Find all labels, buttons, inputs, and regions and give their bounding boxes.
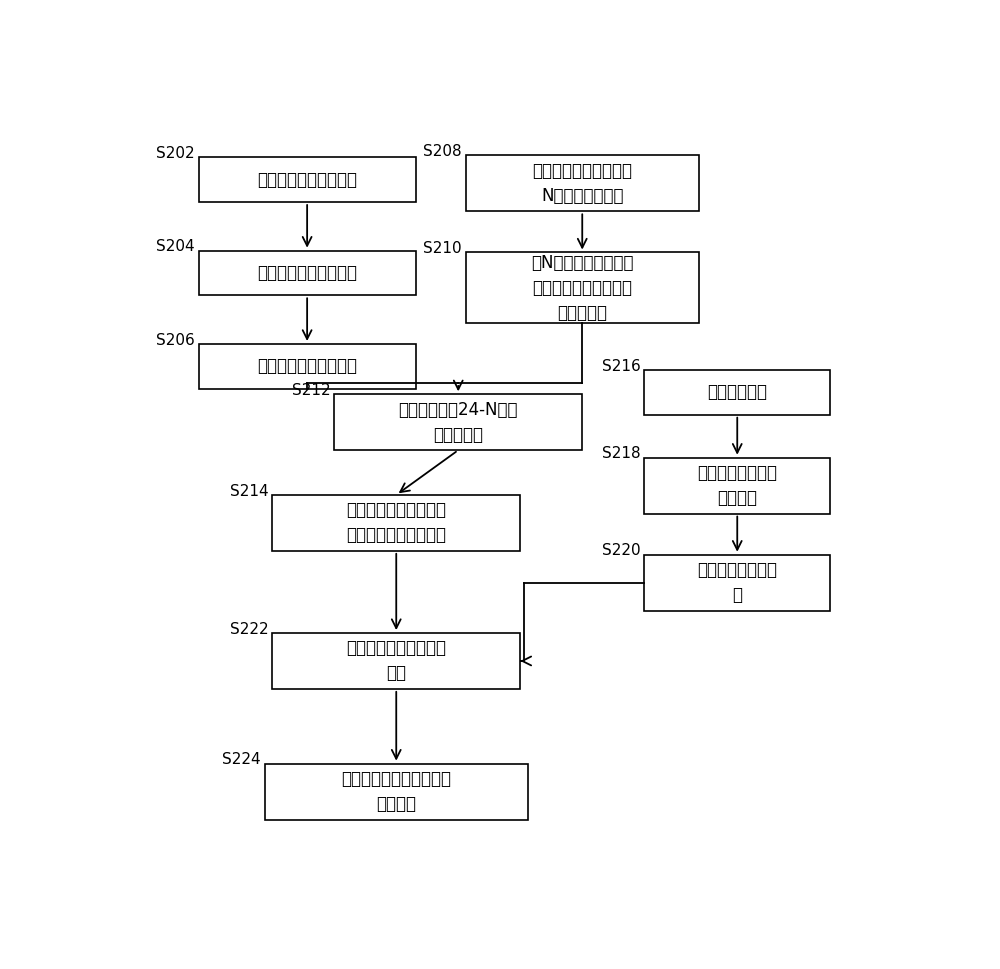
Bar — [272, 495, 520, 551]
Bar — [199, 344, 416, 389]
Text: S222: S222 — [230, 622, 268, 637]
Bar — [264, 764, 528, 820]
Bar — [334, 394, 582, 451]
Text: S216: S216 — [602, 359, 640, 374]
Text: 获取更新后的24-N小时
的温度曲线: 获取更新后的24-N小时 的温度曲线 — [398, 401, 518, 444]
Text: 获取修正时间温度曲线: 获取修正时间温度曲线 — [257, 358, 357, 375]
Text: 计算昨天单个房间
的热负荷: 计算昨天单个房间 的热负荷 — [697, 464, 777, 507]
Text: 获取今天当前时刻之前
N小时的实际温度: 获取今天当前时刻之前 N小时的实际温度 — [532, 162, 632, 204]
Text: 计算目标供水流量和目标
供水温度: 计算目标供水流量和目标 供水温度 — [341, 770, 451, 813]
Text: S212: S212 — [292, 383, 330, 398]
Text: S204: S204 — [156, 239, 195, 254]
Bar — [644, 457, 830, 514]
Text: 计算单个房间的目标热
负荷: 计算单个房间的目标热 负荷 — [346, 640, 446, 682]
Text: S206: S206 — [156, 332, 195, 348]
Text: S218: S218 — [602, 447, 640, 461]
Text: 绘制预测室外温度曲线: 绘制预测室外温度曲线 — [257, 264, 357, 282]
Text: 前N个小时在修正时间
温度曲线上的值与实际
温度的差值: 前N个小时在修正时间 温度曲线上的值与实际 温度的差值 — [531, 254, 634, 322]
Text: S208: S208 — [423, 144, 462, 159]
Text: 获取供暖参数: 获取供暖参数 — [707, 384, 767, 401]
Text: 采集昨天的外温度参数: 采集昨天的外温度参数 — [257, 171, 357, 189]
Bar — [272, 633, 520, 689]
Bar — [466, 253, 698, 324]
Text: S220: S220 — [602, 544, 640, 558]
Text: S224: S224 — [222, 752, 260, 767]
Bar — [199, 251, 416, 296]
Bar — [466, 155, 698, 211]
Bar — [644, 554, 830, 610]
Text: 计算昨天的漏热系
数: 计算昨天的漏热系 数 — [697, 561, 777, 604]
Text: S214: S214 — [230, 484, 268, 499]
Text: 获取更新后的室内温度
和用户设定的室内温度: 获取更新后的室内温度 和用户设定的室内温度 — [346, 501, 446, 545]
Bar — [644, 370, 830, 415]
Text: S202: S202 — [156, 146, 195, 161]
Bar — [199, 157, 416, 203]
Text: S210: S210 — [423, 241, 462, 256]
